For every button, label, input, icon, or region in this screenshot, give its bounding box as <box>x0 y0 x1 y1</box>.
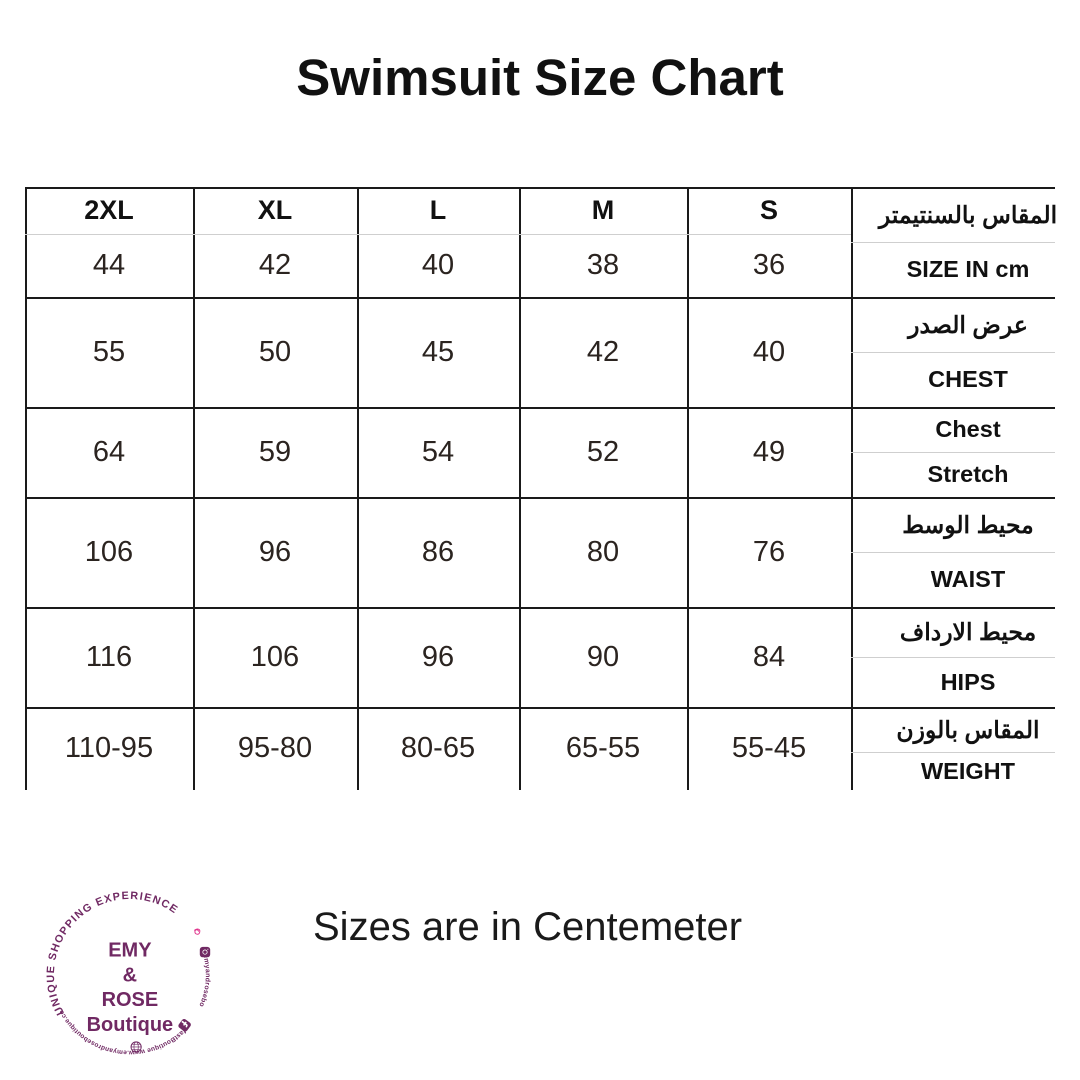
svg-text:&: & <box>122 964 136 986</box>
svg-text:EMY: EMY <box>108 939 151 961</box>
svg-text:ROSE: ROSE <box>101 989 158 1011</box>
svg-text:Boutique: Boutique <box>86 1014 173 1036</box>
